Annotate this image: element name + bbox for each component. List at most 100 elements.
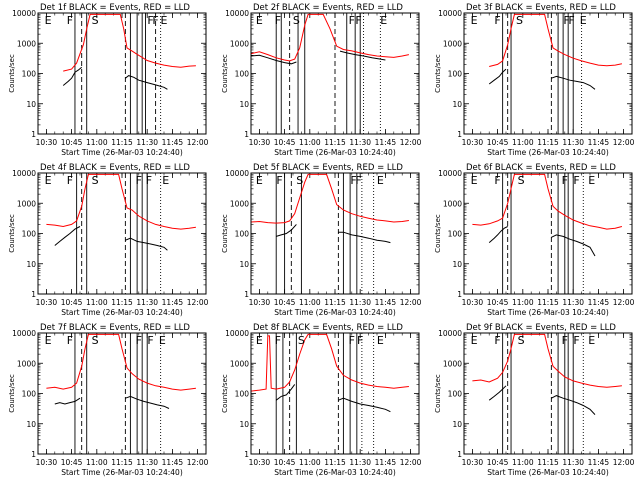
interval-label: S [516,14,523,27]
plot-frame [250,332,420,455]
x-tick-label: 12:00 [613,458,635,467]
interval-label: E [159,334,166,347]
interval-label: E [45,174,52,187]
y-tick-label: 100 [22,390,37,399]
y-tick-label: 10 [452,420,462,429]
interval-label: F [573,334,579,347]
x-tick-label: 10:30 [462,138,484,147]
y-tick-label: 10 [239,260,249,269]
panel-5: Det 5f BLACK = Events, RED = LLD Counts/s… [221,163,422,317]
interval-label: F [275,334,281,347]
interval-label: E [588,174,595,187]
x-tick-label: 12:00 [613,138,635,147]
x-tick-label: 11:45 [162,298,184,307]
interval-label: F [349,14,355,27]
x-tick-label: 11:00 [512,138,534,147]
lld-series-line [251,13,410,62]
interval-label: E [471,174,478,187]
x-tick-label: 10:30 [36,138,58,147]
y-tick-label: 10000 [225,169,249,178]
x-tick-label: 11:45 [588,458,610,467]
x-tick-label: 10:45 [61,458,83,467]
x-tick-label: 11:45 [162,138,184,147]
interval-label: E [471,14,478,27]
plot-frame [463,172,633,295]
y-tick-label: 10000 [12,329,36,338]
x-tick-label: 11:30 [349,138,371,147]
events-series-line [339,50,386,61]
y-axis-label: Counts/sec [8,214,16,253]
x-tick-label: 12:00 [613,298,635,307]
y-tick-label: 10 [452,100,462,109]
y-axis-label: Counts/sec [434,54,442,93]
plot-frame [250,12,420,135]
x-tick-label: 11:30 [349,458,371,467]
interval-label: F [562,334,568,347]
events-series-line [551,395,596,415]
x-tick-label: 11:45 [375,298,397,307]
interval-label: E [377,174,384,187]
y-tick-label: 100 [235,230,250,239]
y-tick-label: 100 [235,390,250,399]
y-tick-label: 100 [235,70,250,79]
interval-label: E [45,334,52,347]
y-tick-label: 1000 [17,359,36,368]
lld-series-line [63,13,196,72]
interval-label: E [161,14,168,27]
y-tick-label: 1 [457,130,462,139]
interval-label: E [471,334,478,347]
panel-4: Det 4f BLACK = Events, RED = LLD Counts/s… [8,163,209,317]
interval-label: F [67,174,73,187]
interval-label: E [580,14,587,27]
lld-series-line [46,173,196,230]
interval-label: F [350,174,356,187]
interval-label: E [588,334,595,347]
events-series-line [488,385,507,401]
events-series-line [488,226,508,243]
panel-title: Det 3f BLACK = Events, RED = LLD [466,3,616,13]
interval-label: S [518,174,525,187]
plot-frame [37,332,207,455]
interval-label: F [146,174,152,187]
x-tick-label: 12:00 [400,458,422,467]
x-tick-label: 11:00 [512,458,534,467]
x-tick-label: 11:15 [324,298,346,307]
y-tick-label: 10000 [225,329,249,338]
x-tick-label: 11:00 [86,458,108,467]
events-series-line [125,75,168,90]
x-tick-label: 11:30 [562,138,584,147]
interval-label: F [349,334,355,347]
x-tick-label: 11:30 [562,298,584,307]
interval-label: F [136,174,142,187]
panel-title: Det 2f BLACK = Events, RED = LLD [253,3,403,13]
interval-label: F [67,14,73,27]
interval-label: E [377,334,384,347]
x-axis-label: Start Time (26-Mar-03 10:24:40) [487,148,609,157]
events-series-line [276,224,297,237]
x-tick-label: 10:45 [274,138,296,147]
interval-label: F [147,334,153,347]
lld-series-line [472,333,622,388]
panel-title: Det 6f BLACK = Events, RED = LLD [466,163,616,173]
plot-frame [37,12,207,135]
panel-title: Det 1f BLACK = Events, RED = LLD [40,3,190,13]
x-tick-label: 10:30 [249,458,271,467]
panel-3: Det 3f BLACK = Events, RED = LLD Counts/s… [434,3,635,157]
y-tick-label: 1000 [443,39,462,48]
events-series-line [275,384,296,401]
x-tick-label: 10:45 [61,298,83,307]
panel-title: Det 8f BLACK = Events, RED = LLD [253,323,403,333]
x-tick-label: 11:30 [136,298,158,307]
events-series-line [488,68,507,85]
x-tick-label: 11:00 [299,458,321,467]
x-tick-label: 12:00 [400,298,422,307]
y-tick-label: 1000 [17,39,36,48]
x-axis-label: Start Time (26-Mar-03 10:24:40) [274,468,396,477]
y-tick-label: 10 [239,420,249,429]
y-tick-label: 1 [31,450,36,459]
x-axis-label: Start Time (26-Mar-03 10:24:40) [61,148,183,157]
y-axis-label: Counts/sec [221,374,229,413]
y-tick-label: 100 [448,390,463,399]
interval-label: F [276,174,282,187]
